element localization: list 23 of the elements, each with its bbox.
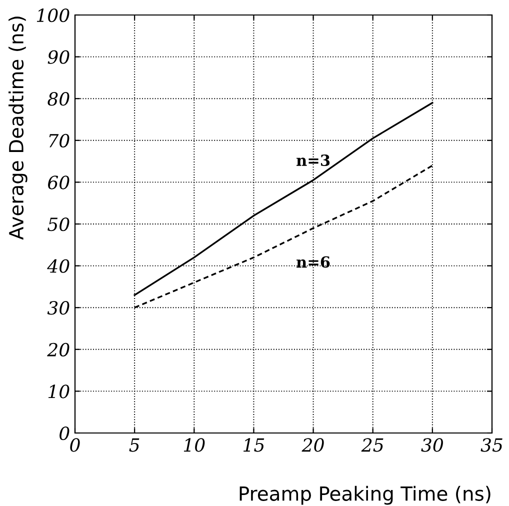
y-tick-label: 100	[36, 8, 70, 22]
x-tick-label: 25	[361, 438, 384, 452]
x-tick-label: 0	[70, 438, 80, 452]
x-tick-label: 20	[302, 438, 324, 452]
series-label: n=3	[296, 154, 330, 166]
y-tick-label: 50	[48, 217, 70, 232]
x-tick-label: 30	[421, 438, 443, 452]
y-tick-label: 20	[47, 342, 70, 357]
y-tick-label: 80	[48, 92, 70, 106]
y-axis-title: Average Deadtime (ns)	[8, 16, 28, 240]
y-tick-label: 0	[60, 426, 70, 440]
x-tick-label: 15	[243, 438, 264, 452]
y-tick-label: 90	[48, 50, 70, 64]
y-tick-label: 60	[48, 176, 70, 190]
y-tick-label: 40	[47, 259, 70, 273]
x-tick-label: 10	[184, 438, 205, 452]
x-tick-label: 35	[480, 438, 502, 452]
y-tick-label: 70	[49, 134, 70, 148]
x-axis-title: Preamp Peaking Time (ns)	[240, 486, 490, 505]
y-tick-label: 30	[47, 301, 70, 315]
x-tick-label: 5	[129, 438, 140, 452]
series-label: n=6	[296, 256, 330, 268]
y-tick-label: 10	[48, 384, 70, 398]
